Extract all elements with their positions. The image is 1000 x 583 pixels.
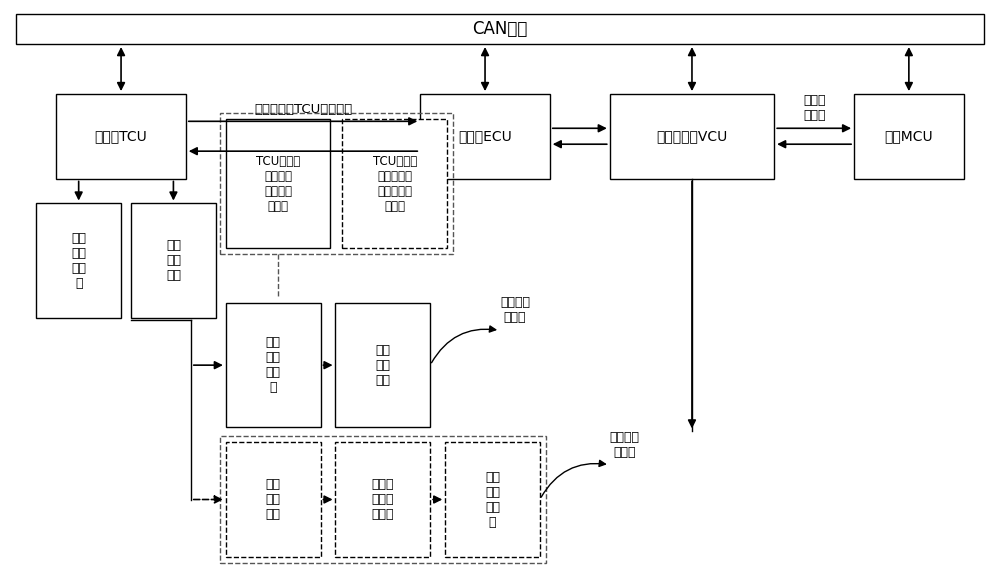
Bar: [36, 203, 121, 318]
Bar: [335, 303, 430, 427]
Bar: [445, 442, 540, 557]
Text: 离合
器完
全分
离: 离合 器完 全分 离: [266, 336, 281, 394]
Bar: [226, 303, 320, 427]
Text: 电机补
偿扭矩: 电机补 偿扭矩: [803, 94, 825, 122]
Bar: [220, 436, 546, 563]
Text: 整车控制器VCU: 整车控制器VCU: [656, 129, 728, 143]
Bar: [220, 113, 453, 254]
Text: TCU发送降
扭请求和
降扭目标
扭矩值: TCU发送降 扭请求和 降扭目标 扭矩值: [256, 154, 300, 213]
Bar: [16, 15, 984, 44]
Text: 挂挡
目标
档位: 挂挡 目标 档位: [266, 478, 281, 521]
Bar: [226, 119, 330, 248]
Text: 电机MCU: 电机MCU: [885, 129, 933, 143]
Bar: [56, 94, 186, 178]
Bar: [610, 94, 774, 178]
Text: 离合器分
离阶段: 离合器分 离阶段: [500, 296, 530, 324]
Text: 发动机响应TCU扭矩请求: 发动机响应TCU扭矩请求: [254, 103, 352, 116]
Bar: [342, 119, 447, 248]
Bar: [854, 94, 964, 178]
Text: 挂挡
执行
机构: 挂挡 执行 机构: [166, 239, 181, 282]
Text: 发动机ECU: 发动机ECU: [458, 129, 512, 143]
Text: CAN总线: CAN总线: [472, 20, 528, 38]
Text: 离合
器完
全结
合: 离合 器完 全结 合: [485, 470, 500, 529]
Text: 离合
器执
行机
构: 离合 器执 行机 构: [71, 231, 86, 290]
Bar: [131, 203, 216, 318]
Bar: [420, 94, 550, 178]
Text: TCU发送扭
矩恢复请求
和恢复目标
扭矩值: TCU发送扭 矩恢复请求 和恢复目标 扭矩值: [373, 154, 417, 213]
Text: 离合器结
合阶段: 离合器结 合阶段: [610, 431, 640, 459]
Bar: [226, 442, 320, 557]
Text: 变速器TCU: 变速器TCU: [95, 129, 147, 143]
Bar: [335, 442, 430, 557]
Text: 发动机
恢复目
标扭矩: 发动机 恢复目 标扭矩: [372, 478, 394, 521]
Text: 摘换
挡前
档位: 摘换 挡前 档位: [375, 343, 390, 387]
